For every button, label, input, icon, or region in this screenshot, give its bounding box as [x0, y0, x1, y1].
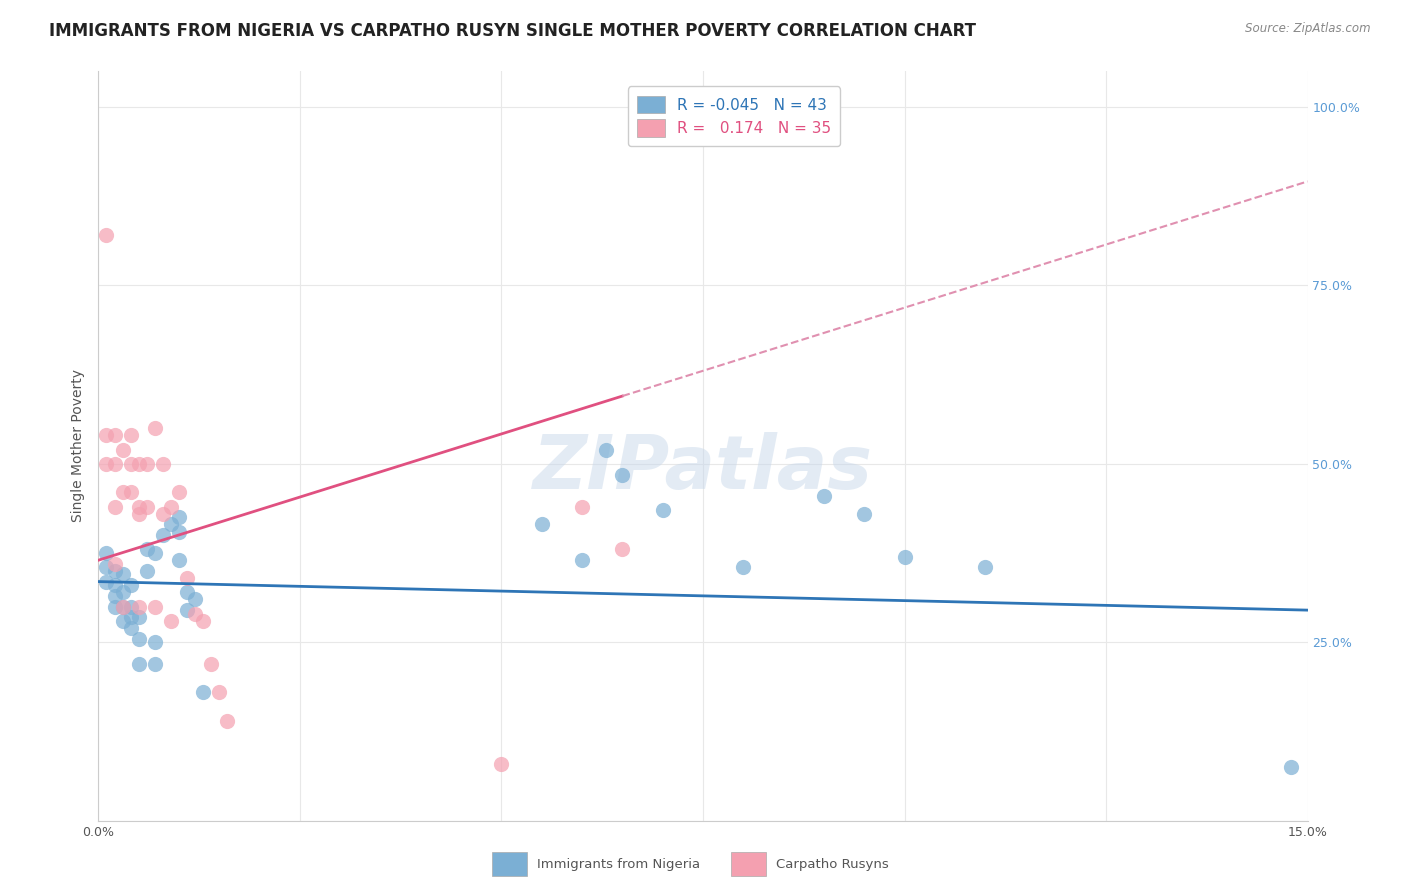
- Point: [103, 557, 125, 571]
- Point: [120, 621, 142, 635]
- Text: Immigrants from Nigeria: Immigrants from Nigeria: [537, 858, 700, 871]
- Point: [120, 599, 142, 614]
- Point: [135, 500, 157, 514]
- Legend: R = -0.045   N = 43, R =   0.174   N = 35: R = -0.045 N = 43, R = 0.174 N = 35: [628, 87, 841, 146]
- Point: [176, 603, 198, 617]
- Point: [200, 657, 222, 671]
- Point: [96, 574, 118, 589]
- Point: [96, 546, 118, 560]
- Bar: [492, 852, 527, 876]
- Y-axis label: Single Mother Poverty: Single Mother Poverty: [72, 369, 86, 523]
- Point: [143, 635, 166, 649]
- Point: [111, 585, 134, 599]
- Point: [571, 553, 593, 567]
- Point: [96, 457, 118, 471]
- Point: [176, 571, 198, 585]
- Point: [103, 599, 125, 614]
- Point: [103, 564, 125, 578]
- Point: [143, 599, 166, 614]
- Point: [152, 507, 174, 521]
- Point: [167, 510, 190, 524]
- Point: [167, 485, 190, 500]
- Point: [120, 610, 142, 624]
- Point: [152, 457, 174, 471]
- Text: Carpatho Rusyns: Carpatho Rusyns: [776, 858, 889, 871]
- Point: [184, 592, 207, 607]
- Point: [176, 585, 198, 599]
- Point: [128, 457, 150, 471]
- Point: [111, 599, 134, 614]
- Point: [160, 517, 183, 532]
- Point: [128, 500, 150, 514]
- Point: [530, 517, 553, 532]
- Point: [595, 442, 617, 457]
- Point: [651, 503, 673, 517]
- Point: [128, 657, 150, 671]
- Point: [193, 685, 215, 699]
- Point: [143, 421, 166, 435]
- Point: [733, 560, 755, 574]
- Point: [135, 564, 157, 578]
- Point: [184, 607, 207, 621]
- Point: [143, 657, 166, 671]
- Point: [893, 549, 915, 564]
- Point: [974, 560, 997, 574]
- Point: [111, 599, 134, 614]
- Text: ZIPatlas: ZIPatlas: [533, 432, 873, 505]
- Point: [120, 578, 142, 592]
- Point: [120, 457, 142, 471]
- Point: [193, 614, 215, 628]
- Point: [160, 500, 183, 514]
- Point: [167, 524, 190, 539]
- Point: [96, 428, 118, 442]
- Point: [128, 610, 150, 624]
- Point: [128, 632, 150, 646]
- Bar: [731, 852, 766, 876]
- Point: [167, 553, 190, 567]
- Point: [120, 428, 142, 442]
- Point: [853, 507, 876, 521]
- Point: [120, 485, 142, 500]
- Point: [103, 589, 125, 603]
- Point: [103, 500, 125, 514]
- Point: [813, 489, 835, 503]
- Point: [111, 614, 134, 628]
- Point: [491, 756, 513, 771]
- Point: [160, 614, 183, 628]
- Point: [103, 578, 125, 592]
- Point: [135, 542, 157, 557]
- Point: [128, 507, 150, 521]
- Point: [96, 560, 118, 574]
- Point: [208, 685, 231, 699]
- Point: [103, 428, 125, 442]
- Point: [1281, 760, 1303, 774]
- Point: [128, 599, 150, 614]
- Point: [571, 500, 593, 514]
- Point: [612, 467, 634, 482]
- Point: [612, 542, 634, 557]
- Point: [111, 485, 134, 500]
- Point: [135, 457, 157, 471]
- Point: [217, 714, 239, 728]
- Point: [96, 228, 118, 243]
- Point: [103, 457, 125, 471]
- Point: [111, 567, 134, 582]
- Text: Source: ZipAtlas.com: Source: ZipAtlas.com: [1246, 22, 1371, 36]
- Point: [152, 528, 174, 542]
- Point: [111, 442, 134, 457]
- Text: IMMIGRANTS FROM NIGERIA VS CARPATHO RUSYN SINGLE MOTHER POVERTY CORRELATION CHAR: IMMIGRANTS FROM NIGERIA VS CARPATHO RUSY…: [49, 22, 976, 40]
- Point: [143, 546, 166, 560]
